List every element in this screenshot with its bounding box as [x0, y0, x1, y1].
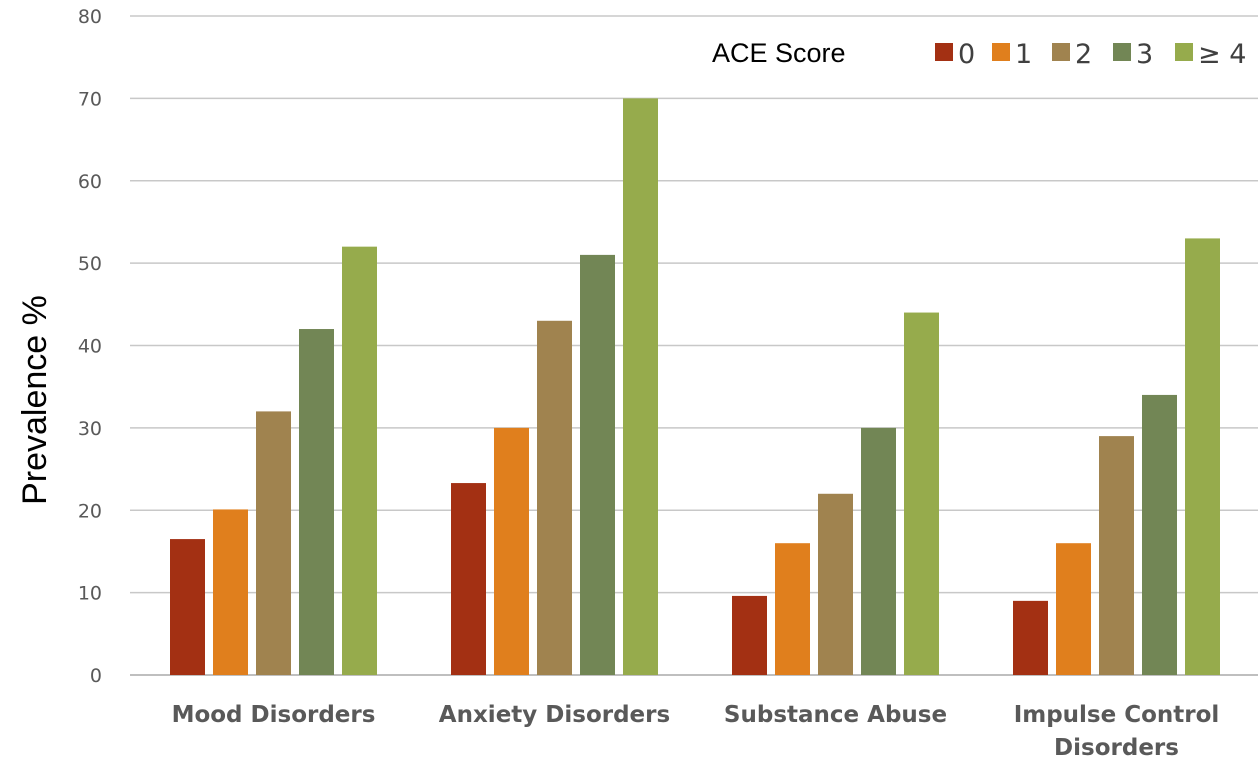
- bar-0-2: [732, 595, 767, 675]
- bar-3-3: [1142, 394, 1177, 675]
- y-tick-label: 0: [90, 665, 102, 687]
- bar-3-0: [299, 329, 334, 675]
- bar-2-2: [818, 493, 853, 675]
- bar-2-1: [537, 320, 572, 675]
- x-category-label: Impulse Control: [1014, 702, 1220, 728]
- x-category-label: Disorders: [1054, 735, 1179, 758]
- legend: ACE Score 0 1 2 3 ≥ 4: [712, 38, 1246, 70]
- bar-1-3: [1056, 543, 1091, 675]
- bar-2-3: [1099, 436, 1134, 675]
- x-axis-categories: Mood Disorders Anxiety Disorders Substance…: [172, 702, 1220, 758]
- legend-swatch: [935, 43, 953, 61]
- legend-label: 3: [1136, 39, 1153, 70]
- legend-swatch: [1175, 43, 1193, 61]
- bar-≥ 4-3: [1185, 238, 1220, 675]
- legend-title: ACE Score: [712, 38, 846, 68]
- legend-label: 0: [958, 39, 975, 70]
- bar-≥ 4-1: [623, 98, 658, 675]
- bar-3-1: [580, 254, 615, 675]
- y-tick-label: 40: [78, 336, 102, 358]
- y-tick-label: 10: [78, 583, 102, 605]
- y-tick-label: 70: [78, 88, 102, 110]
- bar-2-0: [256, 411, 291, 675]
- legend-swatch: [992, 43, 1010, 61]
- legend-swatch: [1113, 43, 1131, 61]
- y-axis-label: Prevalence %: [16, 295, 54, 505]
- y-tick-label: 30: [78, 418, 102, 440]
- bar-1-2: [775, 543, 810, 675]
- legend-label: 2: [1075, 39, 1092, 70]
- legend-swatch: [1052, 43, 1070, 61]
- bar-≥ 4-2: [904, 312, 939, 675]
- bar-0-0: [170, 539, 205, 675]
- x-category-label: Substance Abuse: [724, 702, 947, 728]
- bar-0-3: [1013, 600, 1048, 675]
- bar-≥ 4-0: [342, 246, 377, 675]
- bar-3-2: [861, 427, 896, 675]
- y-tick-label: 50: [78, 253, 102, 275]
- y-tick-label: 80: [78, 6, 102, 28]
- x-category-label: Anxiety Disorders: [439, 702, 670, 728]
- legend-label: 1: [1015, 39, 1032, 70]
- y-tick-label: 20: [78, 500, 102, 522]
- legend-label: ≥ 4: [1198, 39, 1246, 70]
- bar-1-0: [213, 509, 248, 675]
- x-category-label: Mood Disorders: [172, 702, 376, 728]
- bars: [170, 98, 1220, 675]
- legend-items: 0 1 2 3 ≥ 4: [935, 39, 1246, 70]
- y-tick-label: 60: [78, 171, 102, 193]
- y-axis-ticks: 0 10 20 30 40 50 60 70 80: [78, 6, 102, 687]
- bar-0-1: [451, 483, 486, 675]
- bar-1-1: [494, 427, 529, 675]
